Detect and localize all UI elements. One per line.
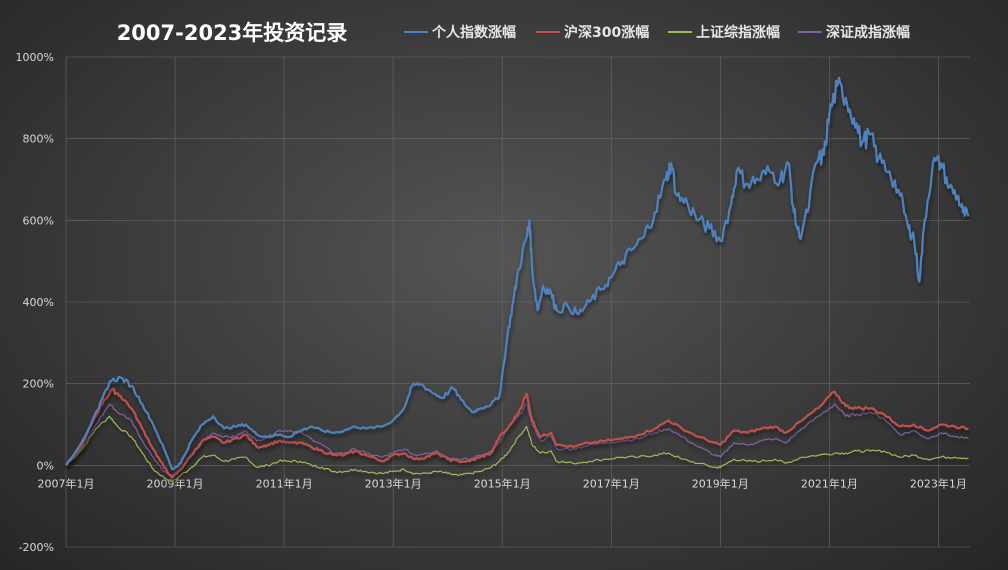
legend-label: 深证成指涨幅 (826, 24, 910, 41)
y-tick-label: 800% (23, 133, 54, 146)
y-tick-label: 200% (23, 378, 54, 391)
x-tick-label: 2021年1月 (801, 476, 858, 490)
y-tick-label: 0% (37, 459, 54, 472)
x-tick-label: 2007年1月 (38, 476, 95, 490)
series-lines (65, 76, 970, 483)
series-line-1 (65, 387, 969, 479)
legend-label: 沪深300涨幅 (564, 24, 649, 41)
legend-label: 个人指数涨幅 (431, 24, 516, 41)
x-tick-label: 2017年1月 (583, 476, 640, 490)
legend-label: 上证综指涨幅 (696, 24, 780, 41)
series-line-2 (65, 415, 969, 483)
x-tick-label: 2019年1月 (692, 476, 749, 490)
series-line-0 (65, 76, 970, 471)
chart-title: 2007-2023年投资记录 (117, 21, 348, 45)
y-tick-label: 400% (23, 296, 54, 309)
y-tick-label: -200% (19, 541, 54, 554)
grid (65, 56, 970, 548)
y-tick-label: 600% (23, 214, 54, 227)
x-tick-label: 2011年1月 (256, 476, 313, 490)
x-tick-label: 2009年1月 (147, 476, 204, 490)
x-tick-label: 2015年1月 (474, 476, 531, 490)
x-tick-label: 2013年1月 (365, 476, 422, 490)
x-tick-label: 2023年1月 (910, 476, 967, 490)
legend: 个人指数涨幅 沪深300涨幅 上证综指涨幅 深证成指涨幅 (404, 24, 910, 41)
y-tick-label: 1000% (16, 51, 54, 64)
axes: -200% 0% 200% 400% 600% 800% 1000% 2007年1月 2009年… (16, 51, 967, 554)
